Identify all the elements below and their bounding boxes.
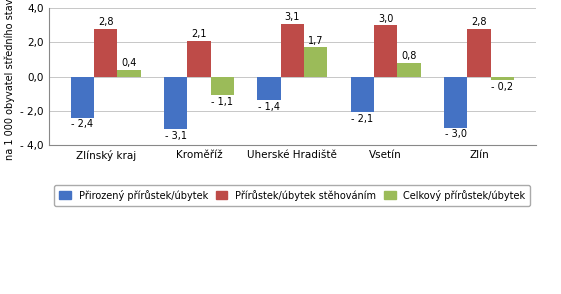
Bar — [117, 70, 141, 76]
Text: - 3,1: - 3,1 — [165, 131, 187, 141]
Text: - 2,4: - 2,4 — [71, 119, 94, 129]
Text: 0,8: 0,8 — [401, 51, 417, 61]
Bar — [351, 76, 374, 112]
Text: - 1,1: - 1,1 — [211, 97, 233, 107]
Text: 3,0: 3,0 — [378, 14, 393, 24]
Text: 0,4: 0,4 — [121, 58, 137, 68]
Bar — [374, 25, 397, 76]
Text: - 1,4: - 1,4 — [258, 102, 280, 112]
Bar — [280, 24, 304, 76]
Bar — [304, 47, 328, 76]
Text: 1,7: 1,7 — [308, 36, 324, 46]
Bar — [164, 76, 187, 129]
Bar — [257, 76, 280, 101]
Bar — [444, 76, 467, 128]
Text: - 3,0: - 3,0 — [445, 129, 467, 139]
Text: - 0,2: - 0,2 — [491, 82, 513, 92]
Bar — [71, 76, 94, 118]
Y-axis label: na 1 000 obyvatel středního stavu: na 1 000 obyvatel středního stavu — [4, 0, 15, 160]
Bar — [94, 29, 117, 76]
Bar — [187, 41, 211, 76]
Text: 3,1: 3,1 — [285, 12, 300, 22]
Text: 2,1: 2,1 — [191, 29, 207, 39]
Text: - 2,1: - 2,1 — [351, 114, 374, 124]
Bar — [397, 63, 421, 76]
Bar — [467, 29, 491, 76]
Text: 2,8: 2,8 — [471, 17, 487, 27]
Text: 2,8: 2,8 — [98, 17, 113, 27]
Legend: Přirozený přírůstek/úbytek, Přírůstek/úbytek stěhováním, Celkový přírůstek/úbyte: Přirozený přírůstek/úbytek, Přírůstek/úb… — [54, 185, 530, 206]
Bar — [211, 76, 234, 95]
Bar — [491, 76, 514, 80]
